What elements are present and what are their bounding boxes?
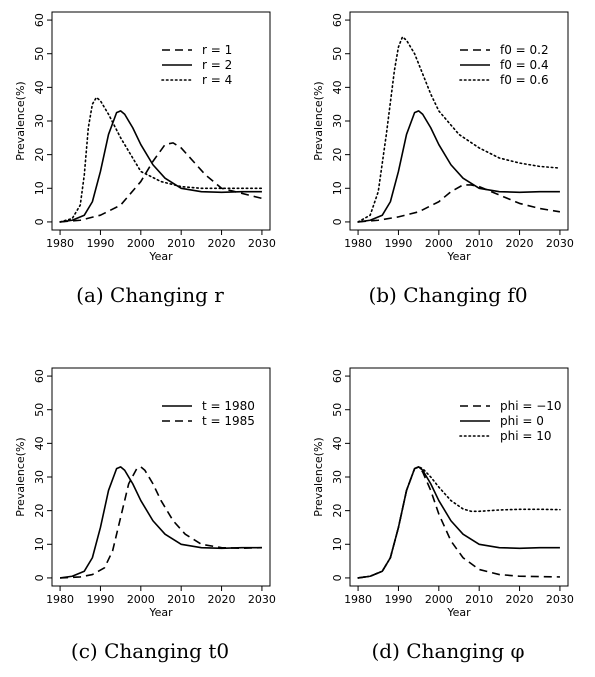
- x-axis-label: Year: [446, 250, 471, 263]
- series-line-1: [60, 142, 263, 223]
- x-tick-label: 2010: [167, 593, 195, 606]
- y-tick-label: 0: [331, 218, 344, 225]
- y-tick-label: 40: [331, 80, 344, 94]
- y-tick-label: 60: [331, 13, 344, 27]
- y-tick-label: 0: [33, 574, 46, 581]
- y-tick-label: 50: [331, 403, 344, 417]
- x-tick-label: 2000: [425, 237, 453, 250]
- y-axis-label: Prevalence(%): [312, 437, 325, 516]
- x-tick-label: 2010: [465, 237, 493, 250]
- series-line-3: [357, 466, 561, 579]
- legend-label-1: t = 1980: [202, 399, 255, 413]
- y-axis-label: Prevalence(%): [14, 437, 27, 516]
- panel-caption: (c) Changing t0: [71, 639, 229, 663]
- y-tick-label: 20: [33, 148, 46, 162]
- legend-label-2: r = 2: [202, 58, 232, 72]
- y-tick-label: 40: [331, 436, 344, 450]
- x-tick-label: 1990: [86, 237, 114, 250]
- y-tick-label: 40: [33, 436, 46, 450]
- legend-label-1: phi = −10: [500, 399, 562, 413]
- chart-panel-1: 1980 1990 2000 2010 2020 20300102030405060Yea…: [14, 11, 276, 307]
- y-tick-label: 50: [33, 403, 46, 417]
- legend-label-2: f0 = 0.4: [500, 58, 549, 72]
- y-tick-label: 10: [33, 537, 46, 551]
- x-tick-label: 2020: [208, 237, 236, 250]
- x-tick-label: 1990: [384, 237, 412, 250]
- y-tick-label: 30: [331, 114, 344, 128]
- x-tick-label: 1980: [344, 237, 372, 250]
- x-tick-label: 1980: [344, 593, 372, 606]
- x-tick-label: 2020: [506, 593, 534, 606]
- x-tick-label: 1990: [384, 593, 412, 606]
- x-tick-label: 2020: [506, 237, 534, 250]
- legend-label-1: f0 = 0.2: [500, 43, 549, 57]
- x-tick-label: 2030: [248, 593, 276, 606]
- y-tick-label: 0: [33, 218, 46, 225]
- x-tick-label: 2000: [127, 237, 155, 250]
- y-tick-label: 30: [331, 470, 344, 484]
- y-tick-label: 60: [331, 369, 344, 383]
- y-tick-label: 50: [331, 47, 344, 61]
- x-tick-label: 2020: [208, 593, 236, 606]
- y-tick-label: 30: [33, 470, 46, 484]
- legend-label-3: r = 4: [202, 73, 232, 87]
- x-axis-label: Year: [148, 606, 173, 619]
- series-line-3: [357, 36, 561, 223]
- x-tick-label: 1980: [46, 237, 74, 250]
- legend-label-2: phi = 0: [500, 414, 544, 428]
- series-line-2: [357, 466, 560, 579]
- y-tick-label: 30: [33, 114, 46, 128]
- x-axis-label: Year: [446, 606, 471, 619]
- y-tick-label: 10: [331, 181, 344, 195]
- y-tick-label: 40: [33, 80, 46, 94]
- legend-label-1: r = 1: [202, 43, 232, 57]
- series-line-3: [59, 96, 263, 223]
- x-tick-label: 1980: [46, 593, 74, 606]
- x-axis-label: Year: [148, 250, 173, 263]
- y-tick-label: 0: [331, 574, 344, 581]
- x-tick-label: 2030: [546, 593, 574, 606]
- y-tick-label: 60: [33, 13, 46, 27]
- y-tick-label: 60: [33, 369, 46, 383]
- series-line-1: [358, 184, 561, 223]
- y-tick-label: 10: [331, 537, 344, 551]
- chart-panel-2: 1980 1990 2000 2010 2020 20300102030405060Yea…: [312, 11, 574, 307]
- x-tick-label: 2010: [167, 237, 195, 250]
- panel-caption: (a) Changing r: [76, 283, 224, 307]
- series-line-2: [60, 466, 262, 579]
- y-axis-label: Prevalence(%): [312, 81, 325, 160]
- series-line-2: [357, 110, 560, 223]
- chart-panel-4: 1980 1990 2000 2010 2020 20300102030405060Yea…: [312, 367, 574, 663]
- legend-label-2: t = 1985: [202, 414, 255, 428]
- series-line-2: [59, 110, 262, 223]
- x-tick-label: 2000: [127, 593, 155, 606]
- x-tick-label: 2030: [546, 237, 574, 250]
- y-tick-label: 50: [33, 47, 46, 61]
- y-tick-label: 10: [33, 181, 46, 195]
- legend-label-3: phi = 10: [500, 429, 552, 443]
- x-tick-label: 2010: [465, 593, 493, 606]
- x-tick-label: 2030: [248, 237, 276, 250]
- y-axis-label: Prevalence(%): [14, 81, 27, 160]
- panel-caption: (b) Changing f0: [368, 283, 527, 307]
- plot-frame: [51, 11, 271, 231]
- y-tick-label: 20: [33, 504, 46, 518]
- legend-label-3: f0 = 0.6: [500, 73, 549, 87]
- y-tick-label: 20: [331, 148, 344, 162]
- series-line-1: [59, 466, 262, 579]
- y-tick-label: 20: [331, 504, 344, 518]
- x-tick-label: 2000: [425, 593, 453, 606]
- x-tick-label: 1990: [86, 593, 114, 606]
- chart-panel-3: 1980 1990 2000 2010 2020 20300102030405060Yea…: [14, 367, 276, 663]
- panel-caption: (d) Changing φ: [372, 639, 525, 663]
